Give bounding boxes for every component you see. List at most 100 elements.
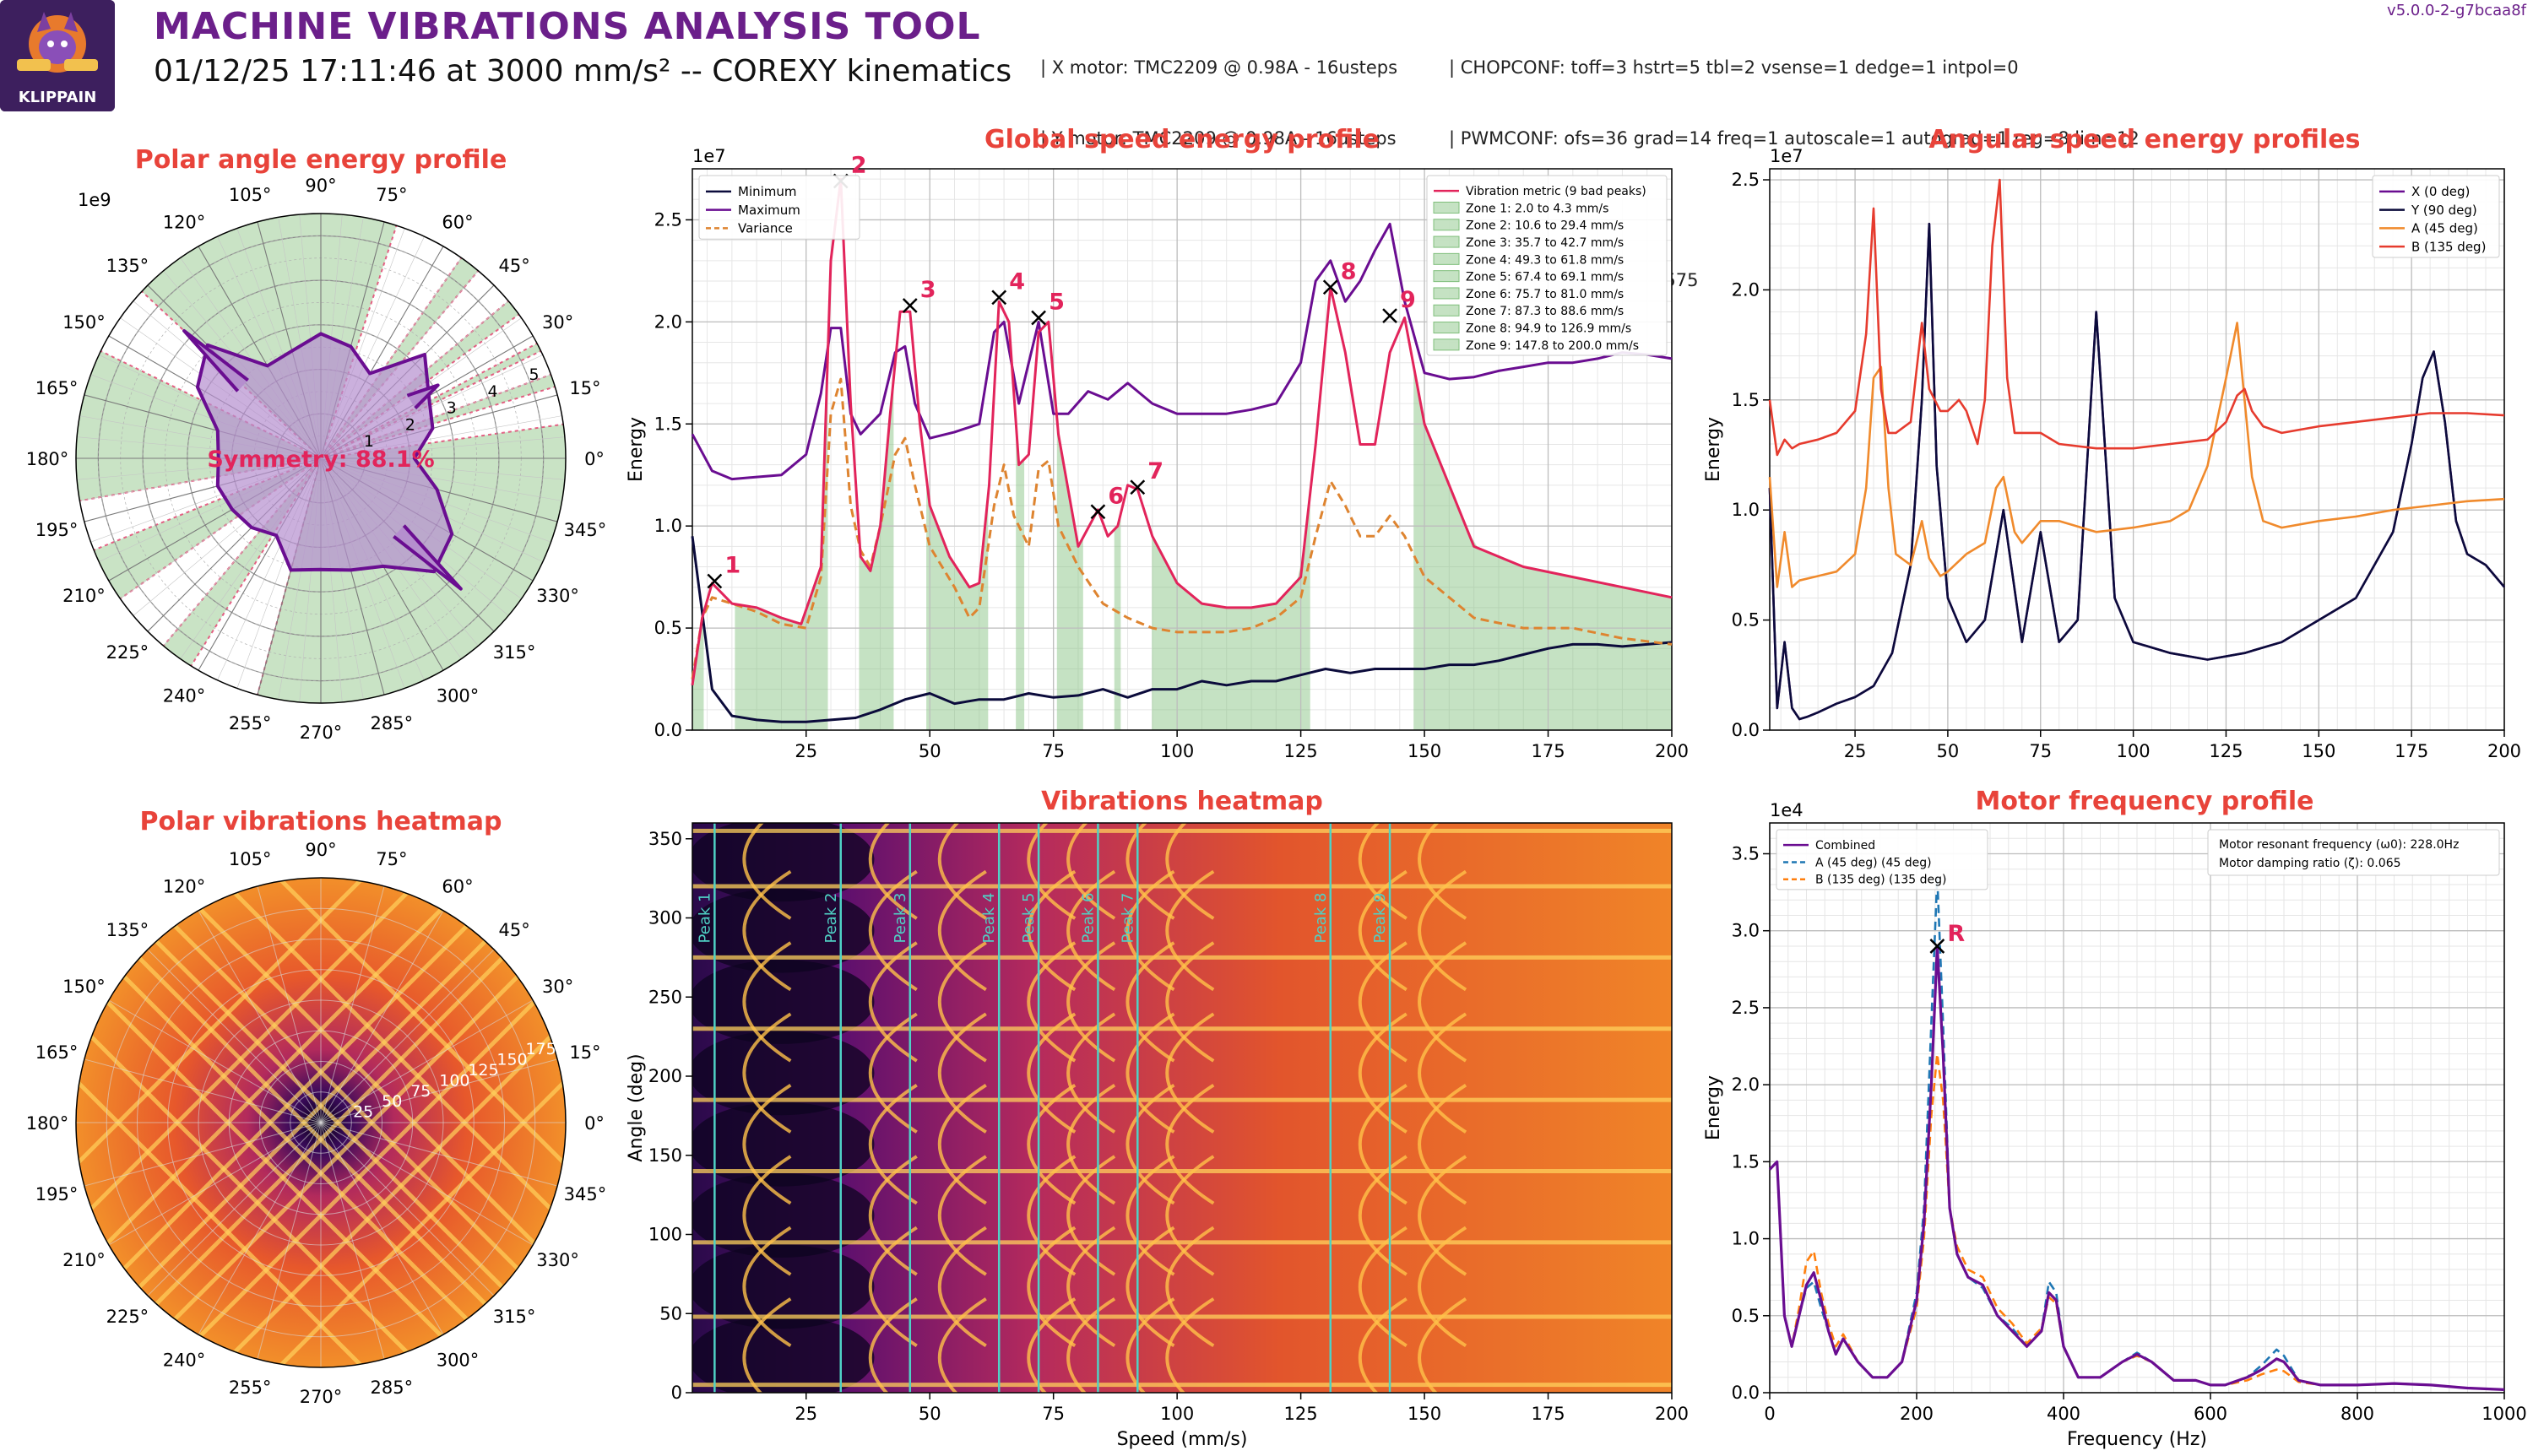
y-tick-label: 0.5 (1732, 610, 1760, 631)
legend-label: Variance (738, 221, 793, 236)
radial-label: 150 (496, 1051, 527, 1069)
peak-label: 5 (1049, 290, 1065, 316)
x-tick-label: 200 (1655, 741, 1689, 761)
heat-arc (1359, 1012, 1408, 1134)
legend-label: Zone 6: 75.7 to 81.0 mm/s (1466, 288, 1624, 301)
peak-label: 8 (1341, 258, 1357, 284)
axis-scale-label: 1e4 (1770, 800, 1803, 820)
zone-area (735, 352, 828, 730)
y-tick-label: 1.0 (1732, 1229, 1760, 1249)
series-line (1768, 222, 2505, 721)
peak-marker (707, 573, 723, 589)
y-tick-label: 3.0 (1732, 921, 1760, 941)
legend-box (698, 175, 860, 240)
heat-arc (1027, 1155, 1077, 1276)
y-tick-label: 0.0 (1732, 1383, 1760, 1403)
x-tick-label: 125 (1284, 1404, 1318, 1424)
peak-label: 9 (1400, 287, 1416, 313)
x-tick-label: 175 (1531, 741, 1565, 761)
angular-grid (320, 999, 534, 1123)
heat-arc (1165, 1012, 1215, 1134)
angle-label: 195° (35, 520, 79, 540)
klippain-logo: KLIPPAIN (0, 0, 115, 111)
angle-label: 240° (163, 686, 206, 706)
y-axis-label: Energy (1703, 417, 1724, 482)
y-tick-label: 1.0 (1732, 500, 1760, 520)
y-tick-label: 100 (648, 1225, 682, 1245)
x-tick-label: 75 (1042, 1404, 1065, 1424)
legend-label: X (0 deg) (2411, 184, 2470, 199)
x-tick-label: 25 (795, 741, 817, 761)
angle-label: 135° (106, 920, 149, 940)
radial-label: 1 (364, 432, 374, 451)
heat-arc (1125, 1155, 1175, 1276)
energy-spike (182, 328, 249, 392)
angle-label: 15° (569, 378, 600, 398)
plot-frame (692, 168, 1673, 731)
x-tick-label: 25 (795, 1404, 817, 1424)
heat-arc (1125, 1297, 1175, 1393)
legend-label: Y (90 deg) (2411, 203, 2477, 218)
legend-label: Maximum (738, 203, 800, 218)
angle-label: 330° (536, 586, 579, 606)
zone-area (1152, 493, 1310, 730)
peak-line-label: Peak 4 (980, 893, 998, 944)
legend-patch (1433, 252, 1460, 265)
energy-spike (406, 383, 440, 409)
x-tick-label: 0 (1764, 1404, 1775, 1424)
x-tick-label: 200 (1900, 1404, 1934, 1424)
legend-label: Zone 7: 87.3 to 88.6 mm/s (1466, 305, 1624, 318)
heat-arc (742, 823, 792, 920)
angle-label: 135° (106, 256, 149, 276)
x-tick-label: 100 (1160, 741, 1194, 761)
y-tick-label: 150 (648, 1145, 682, 1166)
series-line (1768, 178, 2505, 457)
heat-arc (1359, 869, 1408, 992)
legend-label: Vibration metric (9 bad peaks) (1466, 185, 1646, 198)
heat-arc (1066, 941, 1116, 1063)
angle-label: 180° (26, 1113, 69, 1134)
legend-label: Zone 4: 49.3 to 61.8 mm/s (1466, 253, 1624, 267)
peak-line-label: Peak 2 (822, 893, 840, 944)
series-line (1768, 945, 2505, 1391)
global-speed-chart: 2550751001251501752000.00.51.01.52.02.5S… (626, 146, 1689, 768)
motor-line: | X motor: TMC2209 @ 0.98A - 16usteps (1040, 57, 1398, 78)
peak-line-label: Peak 1 (696, 893, 713, 944)
logo-icon (0, 0, 115, 111)
angle-label: 285° (371, 1378, 414, 1398)
legend-patch (1433, 201, 1460, 214)
legend-label: Zone 9: 147.8 to 200.0 mm/s (1466, 339, 1639, 353)
x-tick-label: 150 (1408, 741, 1441, 761)
peak-line-label: Peak 5 (1020, 893, 1038, 944)
config-line: | PWMCONF: ofs=36 grad=14 freq=1 autosca… (1449, 128, 2140, 149)
damping-ratio-label: Motor damping ratio (ζ): 0.065 (2219, 857, 2401, 870)
heat-arc (742, 1297, 792, 1393)
legend-patch (1433, 235, 1460, 248)
x-tick-label: 75 (2029, 741, 2052, 761)
y-tick-label: 1.5 (1732, 1151, 1760, 1172)
radial-label: 3 (447, 399, 457, 418)
peak-marker (1382, 308, 1397, 323)
angle-label: 330° (536, 1250, 579, 1270)
heat-arc (1125, 823, 1175, 920)
angle-label: 120° (163, 212, 206, 232)
peak-marker (1929, 939, 1945, 954)
heat-arc (742, 1012, 792, 1134)
heatmap-bands (692, 823, 1672, 1393)
x-axis-label: Speed (mm/s) (2072, 766, 2203, 768)
series-line (691, 377, 1673, 679)
heat-arc (869, 823, 918, 920)
peak-label: 2 (851, 153, 867, 179)
peak-line-label: Peak 9 (1371, 893, 1389, 944)
radial-label: 4 (488, 382, 498, 401)
angle-label: 225° (106, 1307, 149, 1327)
y-tick-label: 250 (648, 987, 682, 1007)
heat-arc (869, 1226, 918, 1348)
legend-label: Minimum (738, 184, 797, 199)
y-tick-label: 2.0 (1732, 1074, 1760, 1095)
heat-arc (869, 941, 918, 1063)
x-tick-label: 100 (1160, 1404, 1194, 1424)
angle-label: 255° (229, 713, 272, 733)
radial-label: 125 (468, 1061, 498, 1080)
low-energy-blob (692, 959, 875, 1044)
